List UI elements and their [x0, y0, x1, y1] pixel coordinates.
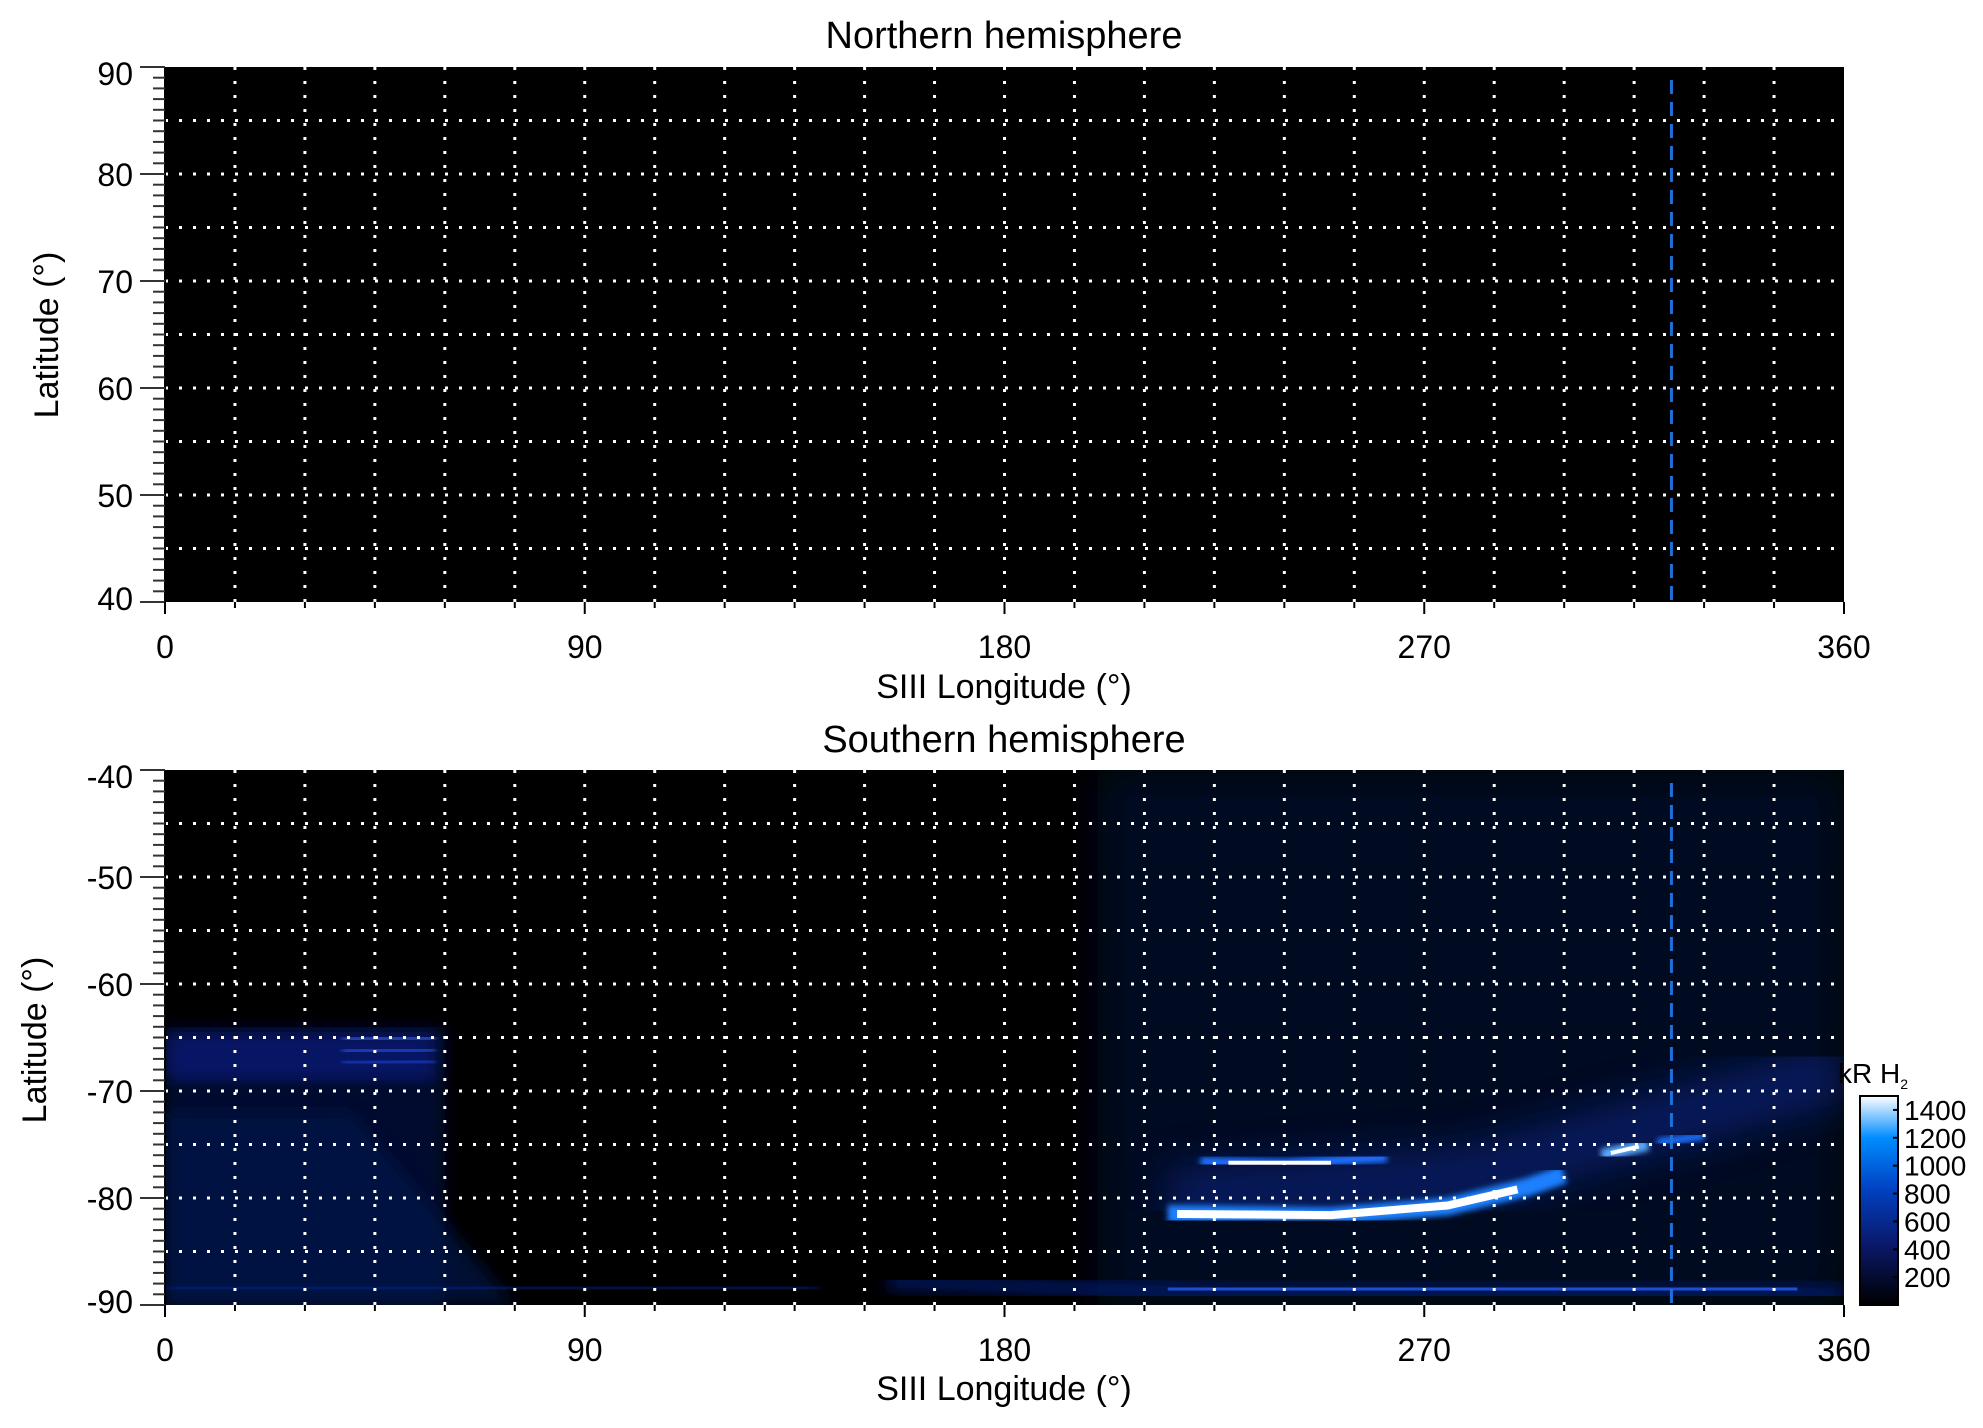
y-tick-label: -70: [87, 1074, 133, 1110]
x-tick-label: 180: [978, 1332, 1031, 1368]
north-grid: [165, 67, 1844, 602]
colorbar-tick-label: 1200: [1904, 1123, 1966, 1154]
south-ylabel: Latitude (°): [16, 957, 54, 1124]
y-tick-label: 90: [97, 56, 133, 92]
colorbar-tick-label: 1400: [1904, 1095, 1966, 1126]
x-tick-label: 360: [1817, 629, 1870, 665]
colorbar-tick-label: 400: [1904, 1234, 1951, 1265]
y-tick-label: 80: [97, 157, 133, 193]
colorbar-tick-label: 1000: [1904, 1151, 1966, 1182]
y-tick-label: -80: [87, 1181, 133, 1217]
north-ylabel: Latitude (°): [28, 252, 66, 419]
colorbar-label: kR H2: [1838, 1058, 1908, 1092]
colorbar-tick-label: 800: [1904, 1179, 1951, 1210]
emission-streak: [342, 1047, 436, 1054]
emission-streak: [342, 1059, 436, 1066]
emission-band: [887, 1276, 1844, 1300]
y-tick-label: 60: [97, 371, 133, 407]
diffuse-emission: [165, 1112, 515, 1305]
north-axis-ticks: 40 50 60 70 80 90 0 90 180 270 360: [97, 56, 1870, 665]
emission-band: [165, 1281, 818, 1294]
emission-streak: [342, 1035, 436, 1042]
x-tick-label: 90: [567, 1332, 603, 1368]
colorbar-tick-label: 200: [1904, 1262, 1951, 1293]
south-grid: [165, 770, 1844, 1305]
y-tick-label: 40: [97, 581, 133, 617]
x-tick-label: 270: [1398, 629, 1451, 665]
colorbar-gradient: [1859, 1095, 1899, 1306]
x-tick-label: 360: [1817, 1332, 1870, 1368]
y-tick-label: 70: [97, 264, 133, 300]
north-xlabel: SIII Longitude (°): [876, 668, 1132, 706]
x-tick-label: 0: [156, 629, 174, 665]
x-tick-label: 180: [978, 629, 1031, 665]
y-tick-label: 50: [97, 478, 133, 514]
south-axis-ticks: -90 -80 -70 -60 -50 -40 0 90 180 270 360: [87, 759, 1871, 1368]
x-tick-label: 270: [1398, 1332, 1451, 1368]
north-title: Northern hemisphere: [826, 15, 1183, 57]
colorbar-tick-label: 600: [1904, 1206, 1951, 1237]
y-tick-label: -50: [87, 860, 133, 896]
y-tick-label: -60: [87, 967, 133, 1003]
x-tick-label: 0: [156, 1332, 174, 1368]
y-tick-label: -40: [87, 759, 133, 795]
southern-panel: Southern hemisphere -90 -80 -70 -60 -50 -40 0 9…: [16, 719, 1871, 1408]
emission-patch-bright-core: [1610, 1144, 1640, 1156]
emission-patch: [1656, 1131, 1705, 1147]
y-tick-label: -90: [87, 1284, 133, 1320]
south-xlabel: SIII Longitude (°): [876, 1370, 1132, 1408]
south-title: Southern hemisphere: [822, 719, 1185, 761]
northern-panel: Northern hemisphere 40 50 60 70 80 90 0 90 180 27…: [28, 15, 1871, 706]
x-tick-label: 90: [567, 629, 603, 665]
